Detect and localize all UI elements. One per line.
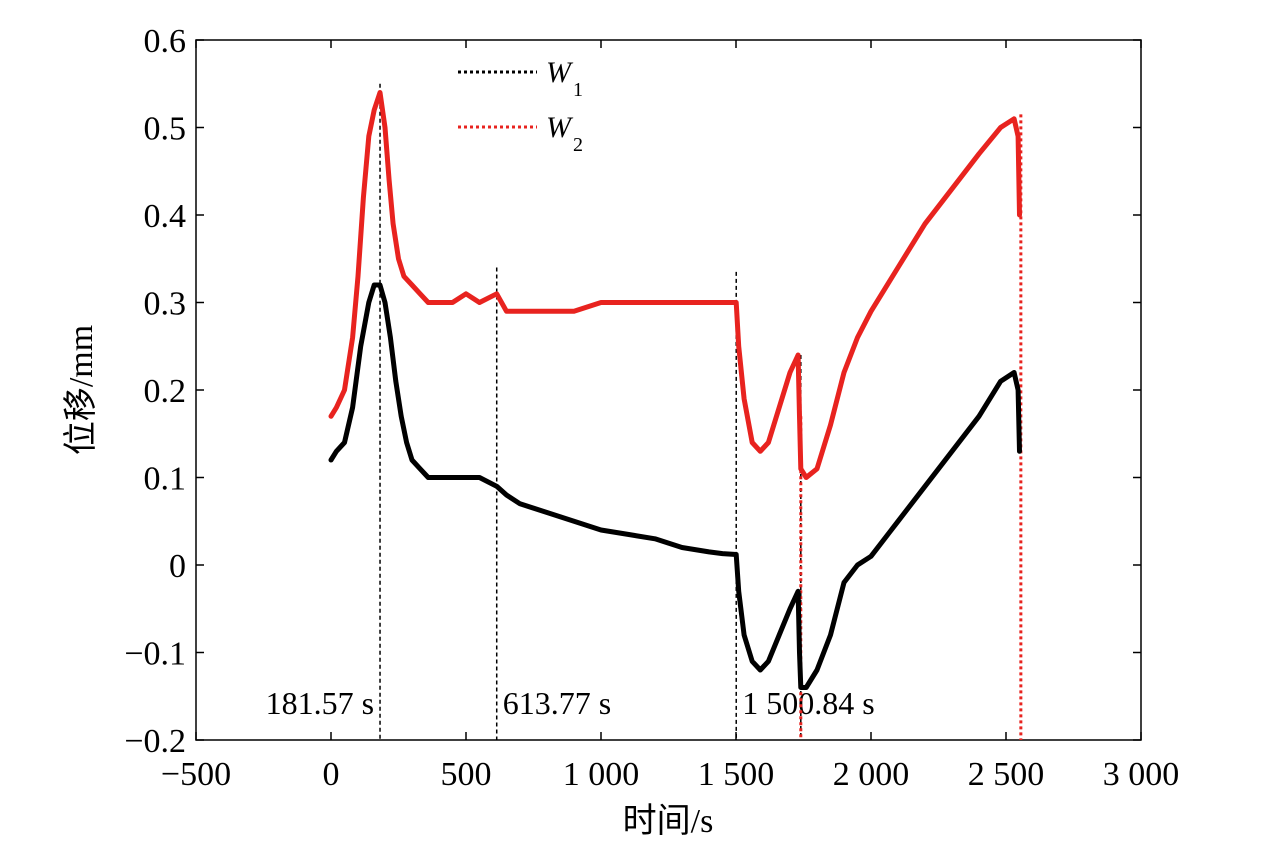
- x-tick-label: 1 000: [563, 756, 640, 793]
- x-tick-label: 0: [323, 756, 340, 793]
- x-tick-label: 1 500: [698, 756, 775, 793]
- y-tick-label: 0.4: [144, 198, 187, 235]
- x-tick-label: 3 000: [1103, 756, 1180, 793]
- legend-name-w1: W: [546, 56, 574, 89]
- x-tick-label: 2 500: [968, 756, 1045, 793]
- y-tick-label: 0.5: [144, 111, 187, 148]
- y-tick-label: −0.1: [124, 636, 186, 673]
- y-tick-label: 0.6: [144, 23, 187, 60]
- marker-time-label: 1 500.84 s: [742, 685, 874, 721]
- x-tick-label: 500: [441, 756, 492, 793]
- marker-time-label: 181.57 s: [266, 685, 374, 721]
- legend-sub-w2: 2: [573, 134, 583, 156]
- y-axis: −0.2 −0.1 0 0.1 0.2 0.3 0.4 0.5 0.6: [124, 23, 1141, 760]
- series-line-w1: [328, 282, 1022, 690]
- legend: W1 W2: [458, 56, 583, 156]
- vertical-markers: 181.57 s 613.77 s 1 500.84 s: [266, 83, 1023, 740]
- plot-frame: [195, 39, 1142, 741]
- y-axis-title: 位移/mm: [62, 325, 100, 455]
- legend-sub-w1: 1: [573, 79, 583, 101]
- legend-name-w2: W: [546, 111, 574, 144]
- y-tick-label: 0.1: [144, 461, 187, 498]
- series-line-w2: [328, 90, 1022, 480]
- x-axis: −500 0 500 1 000 1 500 2 000 2 500 3 000: [161, 40, 1179, 793]
- y-tick-label: −0.2: [124, 723, 186, 760]
- legend-label-w2: W2: [546, 111, 583, 156]
- y-tick-label: 0.3: [144, 286, 187, 323]
- y-tick-label: 0.2: [144, 373, 187, 410]
- x-tick-label: −500: [161, 756, 231, 793]
- marker-time-label: 613.77 s: [503, 685, 611, 721]
- x-tick-label: 2 000: [833, 756, 910, 793]
- x-axis-title: 时间/s: [623, 803, 714, 840]
- y-tick-label: 0: [169, 548, 186, 585]
- legend-label-w1: W1: [546, 56, 583, 101]
- series-layer: [328, 90, 1022, 690]
